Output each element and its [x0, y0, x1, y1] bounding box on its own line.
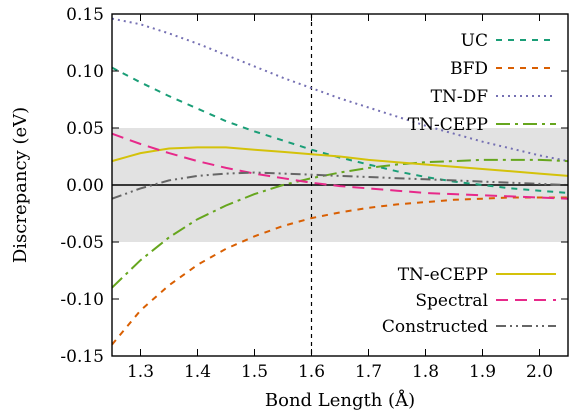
series-line-bfd	[112, 196, 568, 346]
series-line-constructed	[112, 171, 568, 200]
x-tick-label: 1.4	[184, 362, 211, 382]
x-tick-label: 1.5	[241, 362, 268, 382]
y-tick-label: -0.10	[60, 290, 104, 310]
y-tick-label: -0.15	[60, 347, 104, 367]
y-tick-label: 0.05	[66, 119, 104, 139]
x-tick-label: 1.6	[298, 362, 325, 382]
x-tick-label: 1.8	[412, 362, 439, 382]
legend-label-constructed: Constructed	[382, 317, 488, 337]
y-tick-label: -0.05	[60, 233, 104, 253]
legend-label-tn-ecepp: TN-eCEPP	[398, 265, 488, 285]
series-line-spectral	[112, 132, 568, 200]
guide-lines-layer	[112, 14, 568, 356]
legend-label-tn-cepp: TN-CEPP	[408, 115, 488, 135]
series-line-tn-ecepp	[112, 146, 568, 177]
y-tick-label: 0.10	[66, 62, 104, 82]
x-tick-label: 1.9	[469, 362, 496, 382]
legend-label-uc: UC	[461, 31, 488, 51]
x-axis-label: Bond Length (Å)	[265, 389, 415, 411]
legend-layer: UC BFD TN-DF TN-CEPP TN-eCEPP Spectral Constru…	[382, 31, 556, 337]
series-line-tn-cepp	[112, 158, 568, 289]
y-tick-label: 0.15	[66, 5, 104, 25]
axes-layer: 1.3 1.4 1.5 1.6 1.7 1.8 1.9 2.0 -0.15 -0.10 -0.05 0…	[60, 5, 569, 382]
series-line-uc	[112, 66, 568, 194]
x-tick-label: 2.0	[526, 362, 553, 382]
legend-label-tn-df: TN-DF	[431, 87, 489, 107]
y-axis-label: Discrepancy (eV)	[10, 107, 31, 263]
series-line-tn-df	[112, 17, 568, 163]
y-tick-label: 0.00	[66, 176, 104, 196]
legend-label-spectral: Spectral	[415, 291, 488, 311]
legend-label-bfd: BFD	[450, 59, 488, 79]
x-tick-label: 1.3	[127, 362, 154, 382]
series-layer	[112, 17, 568, 346]
x-tick-label: 1.7	[355, 362, 382, 382]
